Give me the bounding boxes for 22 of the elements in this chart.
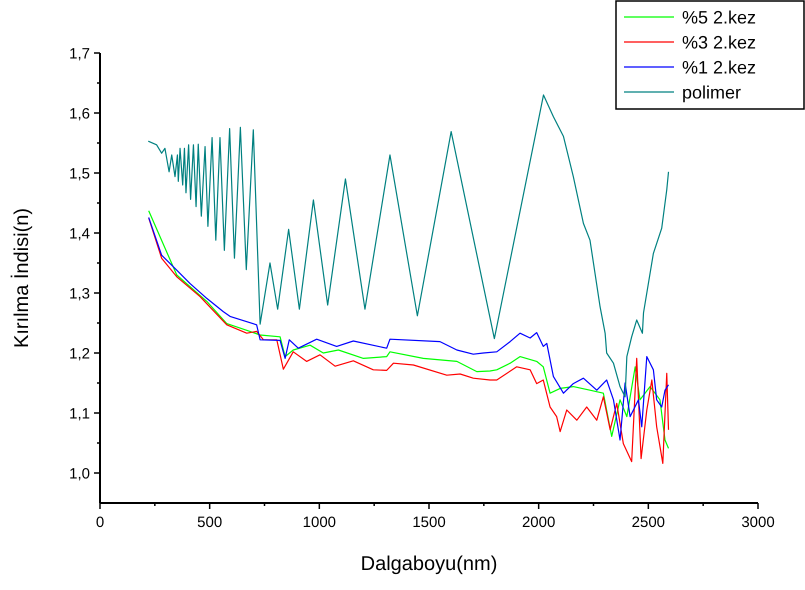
y-axis-title: Kırılma İndisi(n) bbox=[10, 208, 33, 348]
legend-label: polimer bbox=[682, 82, 742, 102]
legend-label: %3 2.kez bbox=[682, 32, 756, 52]
y-tick-label: 1,1 bbox=[69, 405, 90, 422]
x-tick-label: 1500 bbox=[412, 514, 446, 531]
y-tick-label: 1,0 bbox=[69, 465, 90, 482]
x-tick-label: 0 bbox=[96, 514, 104, 531]
y-tick-label: 1,7 bbox=[69, 45, 90, 62]
line-series bbox=[148, 94, 670, 398]
legend-label: %1 2.kez bbox=[682, 57, 756, 78]
x-tick-label: 2000 bbox=[522, 514, 556, 531]
x-axis-title: Dalgaboyu(nm) bbox=[360, 553, 498, 575]
y-tick-label: 1,5 bbox=[69, 165, 90, 182]
x-tick-label: 1000 bbox=[302, 514, 336, 531]
x-tick-label: 500 bbox=[197, 514, 222, 531]
x-tick-label: 2500 bbox=[632, 514, 666, 531]
y-tick-label: 1,2 bbox=[69, 345, 90, 362]
y-tick-label: 1,3 bbox=[69, 285, 90, 302]
legend-label: %5 2.kez bbox=[682, 7, 756, 28]
x-tick-label: 3000 bbox=[741, 514, 775, 531]
y-tick-label: 1,6 bbox=[69, 105, 90, 122]
y-tick-label: 1,4 bbox=[69, 225, 90, 242]
